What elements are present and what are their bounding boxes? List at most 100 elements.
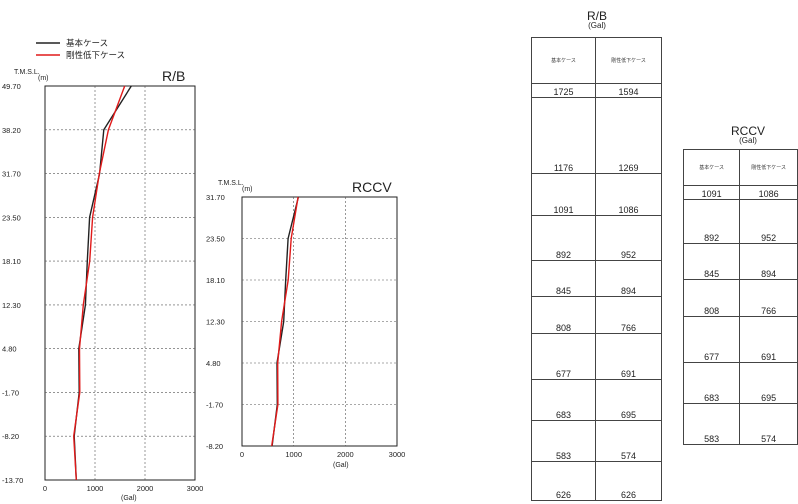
rccv-table-row: 808 766 [682,279,798,317]
rccv-xtick-label: 3000 [389,450,406,459]
rb-table-header-row: 基本ケース 剛性低下ケース [531,37,662,84]
rb-ylabel-tmsl: T.M.S.L. [14,69,40,76]
legend-label-reduced: 剛性低下ケース [66,50,125,60]
rb-table-cell: 1725 [531,83,596,98]
rb-table-cell: 1091 [531,173,596,216]
rb-table-cell: 1594 [595,83,662,98]
rccv-table-cell: 894 [739,243,798,280]
rb-xtick-label: 2000 [137,484,154,493]
rb-ytick-label: -13.70 [2,476,23,485]
rccv-table-row: 892 952 [682,199,798,244]
rccv-ytick-label: -8.20 [206,442,223,451]
rb-x-unit: (Gal) [121,495,137,502]
rb-xtick-label: 0 [43,484,47,493]
rccv-table-header-cell: 剛性低下ケース [739,149,798,186]
rb-ytick-label: 4.80 [2,345,17,354]
rb-ytick-label: 49.70 [2,82,21,91]
rccv-chart-title: RCCV [352,179,392,195]
rb-table-cell: 626 [531,461,596,501]
rccv-table-row: 583 574 [682,403,798,445]
rb-table-header-cell: 基本ケース [531,37,596,84]
rccv-table-cell: 1086 [739,185,798,200]
rb-ytick-label: 38.20 [2,126,21,135]
rb-table-cell: 574 [595,420,662,462]
rb-table-cell: 695 [595,379,662,421]
rb-xtick-label: 1000 [87,484,104,493]
rccv-table-cell: 766 [739,279,798,317]
rccv-table-cell: 583 [682,403,741,445]
rccv-ytick-label: -1.70 [206,401,223,410]
rccv-ytick-label: 31.70 [206,193,225,202]
rccv-ylabel-unit: (m) [242,186,253,193]
rb-table-cell: 952 [595,215,662,261]
rb-ytick-label: -8.20 [2,432,19,441]
rccv-ytick-label: 12.30 [206,318,225,327]
rb-table-row: 1091 1086 [531,173,662,216]
rb-ytick-label: -1.70 [2,388,19,397]
rb-ytick-label: 23.50 [2,213,21,222]
rb-series-line-base [73,85,132,481]
rccv-table-header-row: 基本ケース 剛性低下ケース [682,149,798,186]
rccv-xtick-label: 1000 [285,450,302,459]
rccv-table-cell: 683 [682,362,741,404]
rb-ytick-label: 31.70 [2,170,21,179]
rccv-xtick-label: 0 [240,450,244,459]
rb-table-cell: 808 [531,296,596,334]
rccv-table-unit: (Gal) [739,136,757,145]
rccv-table-header-cell: 基本ケース [682,149,741,186]
rb-table-row: 683 695 [531,379,662,421]
rccv-table-row: 1091 1086 [682,185,798,200]
rb-table-cell: 691 [595,333,662,380]
rb-table-header-cell: 剛性低下ケース [595,37,662,84]
rccv-table-cell: 695 [739,362,798,404]
rb-table-row: 1176 1269 [531,97,662,174]
rccv-table-row: 683 695 [682,362,798,404]
rb-chart: T.M.S.L. (m) R/B 49.70 38.20 31.70 23.50 18.… [2,68,204,502]
rb-table-row: 677 691 [531,333,662,380]
rb-table-row: 892 952 [531,215,662,261]
rb-ytick-label: 12.30 [2,301,21,310]
rccv-xtick-label: 2000 [337,450,354,459]
rb-table-unit: (Gal) [588,21,606,30]
rccv-table-title-text: RCCV [730,124,765,138]
rb-ylabel-unit: (m) [38,75,49,82]
rb-table-row: 583 574 [531,420,662,462]
rb-chart-title: R/B [162,68,185,84]
rb-table-row: 808 766 [531,296,662,334]
rccv-table-row: 845 894 [682,243,798,280]
rb-table-cell: 626 [595,461,662,501]
rb-xtick-label: 3000 [187,484,204,493]
rccv-table-cell: 574 [739,403,798,445]
rccv-table-cell: 808 [682,279,741,317]
rb-ytick-label: 18.10 [2,257,21,266]
rb-table-row: 1725 1594 [531,83,662,98]
legend: 基本ケース 剛性低下ケース [36,38,125,60]
rb-table-row: 845 894 [531,260,662,297]
rccv-ytick-label: 18.10 [206,276,225,285]
rccv-table: 基本ケース 剛性低下ケース 1091 1086 892 952 845 894 808 766 67… [682,149,798,445]
rb-table-cell: 845 [531,260,596,297]
rccv-table-cell: 952 [739,199,798,244]
rb-series-line-reduced [72,85,126,481]
rccv-x-unit: (Gal) [333,462,349,469]
rb-plot-frame [44,85,196,481]
rb-table-cell: 766 [595,296,662,334]
rccv-ytick-label: 23.50 [206,235,225,244]
rccv-table-row: 677 691 [682,316,798,363]
rb-table-cell: 892 [531,215,596,261]
rb-table-cell: 683 [531,379,596,421]
legend-label-base: 基本ケース [66,38,108,48]
rccv-table-cell: 677 [682,316,741,363]
rccv-table-title: RCCV (Gal) [683,125,798,145]
rb-table-cell: 1269 [595,97,662,174]
rb-table-row: 626 626 [531,461,662,501]
rccv-series-line-reduced [271,196,299,447]
rb-table-cell: 1176 [531,97,596,174]
rccv-table-cell: 1091 [682,185,741,200]
rccv-table-cell: 845 [682,243,741,280]
rb-table-title: R/B (Gal) [531,10,663,30]
rccv-table-cell: 691 [739,316,798,363]
rb-table-title-text: R/B [586,9,607,23]
rccv-ytick-label: 4.80 [206,359,221,368]
rb-table: 基本ケース 剛性低下ケース 1725 1594 1176 1269 1091 1086 892 9… [531,37,662,501]
